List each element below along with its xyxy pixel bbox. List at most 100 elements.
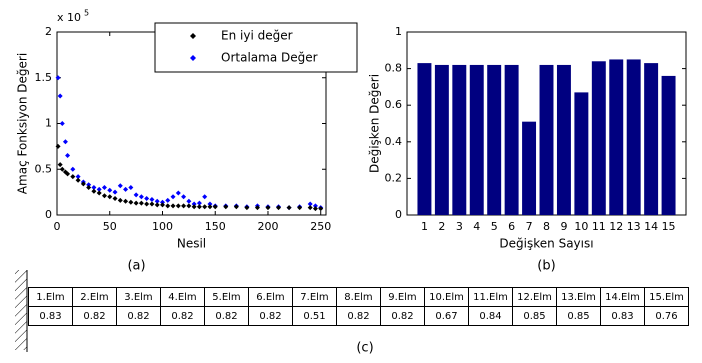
bar	[504, 64, 519, 215]
bar	[644, 63, 659, 215]
data-point	[80, 181, 86, 187]
data-point	[286, 205, 292, 211]
data-point	[133, 192, 139, 198]
data-point	[57, 93, 63, 99]
legend-marker	[190, 55, 196, 61]
data-point	[128, 199, 134, 205]
header-cell: 1.Elm	[28, 287, 73, 307]
table-caption: (c)	[356, 341, 373, 356]
x-tick-label: 150	[205, 220, 226, 233]
y-tick-label: 1.5	[35, 71, 53, 84]
data-point	[86, 182, 92, 188]
value-cell: 0.82	[160, 306, 205, 326]
data-point	[107, 187, 113, 193]
header-cell: 6.Elm	[248, 287, 293, 307]
value-cell: 0.83	[28, 306, 73, 326]
data-point	[75, 177, 81, 183]
data-point	[170, 203, 176, 209]
header-cell: 12.Elm	[512, 287, 557, 307]
data-point	[96, 186, 102, 192]
data-point	[144, 201, 150, 207]
data-point	[149, 196, 155, 202]
x-tick-label: 100	[152, 220, 173, 233]
data-point	[128, 185, 134, 191]
x-tick-label: 3	[456, 220, 463, 233]
bar	[626, 59, 641, 216]
data-point	[107, 194, 113, 200]
chart-caption: (b)	[537, 259, 555, 274]
x-tick-label: 14	[644, 220, 658, 233]
data-point	[202, 204, 208, 210]
data-point	[112, 196, 118, 202]
data-point	[207, 201, 213, 207]
x-tick-label: 7	[526, 220, 533, 233]
data-point	[170, 194, 176, 200]
x-tick-label: 11	[592, 220, 606, 233]
x-tick-label: 50	[103, 220, 117, 233]
y-tick-label: 0.6	[385, 98, 403, 111]
data-point	[117, 197, 123, 203]
legend-marker	[190, 33, 196, 39]
bar	[609, 59, 624, 216]
bar	[661, 75, 676, 215]
y-tick-label: 0.5	[35, 162, 53, 175]
data-point	[265, 205, 271, 211]
y-tick-label: 1	[395, 25, 402, 38]
header-cell: 7.Elm	[292, 287, 337, 307]
data-point	[55, 143, 61, 149]
legend-box	[154, 22, 358, 73]
bar	[434, 64, 449, 215]
value-cell: 0.82	[116, 306, 161, 326]
bar	[539, 64, 554, 215]
data-point	[59, 121, 65, 126]
y-tick-label: 1	[45, 117, 52, 130]
y-tick-label: 0.2	[385, 171, 403, 184]
data-point	[117, 183, 123, 189]
value-cell: 0.85	[512, 306, 557, 326]
data-point	[233, 204, 239, 210]
bar	[574, 92, 589, 215]
data-point	[186, 198, 192, 204]
value-cell: 0.76	[644, 306, 689, 326]
header-cell: 15.Elm	[644, 287, 689, 307]
data-point	[57, 162, 63, 168]
data-point	[65, 171, 71, 177]
data-point	[191, 204, 197, 210]
axis-multiplier-exponent: 5	[84, 9, 89, 18]
data-point	[191, 201, 197, 207]
data-point	[254, 205, 260, 211]
bar	[452, 64, 467, 215]
y-tick-label: 0.8	[385, 62, 403, 75]
data-point	[70, 174, 76, 180]
data-point	[91, 188, 97, 194]
data-point	[297, 205, 303, 211]
data-point	[138, 200, 144, 206]
data-point	[65, 153, 71, 159]
data-point	[318, 206, 324, 212]
data-point	[196, 200, 202, 206]
x-tick-label: 9	[560, 220, 567, 233]
data-point	[144, 196, 150, 202]
data-point	[101, 193, 107, 199]
legend-label: En iyi değer	[221, 29, 293, 43]
header-cell: 13.Elm	[556, 287, 601, 307]
bar	[469, 64, 484, 215]
x-tick-label: 1	[421, 220, 428, 233]
x-tick-label: 6	[508, 220, 515, 233]
bar	[417, 63, 432, 215]
header-cell: 5.Elm	[204, 287, 249, 307]
x-tick-label: 8	[543, 220, 550, 233]
y-axis-label: Değişken Değeri	[368, 74, 382, 173]
value-cell: 0.82	[72, 306, 117, 326]
header-cell: 10.Elm	[424, 287, 469, 307]
bar	[591, 61, 606, 215]
data-point	[307, 201, 313, 207]
data-point	[181, 203, 187, 209]
value-cell: 0.82	[248, 306, 293, 326]
data-point	[307, 205, 313, 211]
data-point	[70, 166, 76, 172]
value-cell: 0.82	[336, 306, 381, 326]
x-tick-label: 15	[662, 220, 676, 233]
